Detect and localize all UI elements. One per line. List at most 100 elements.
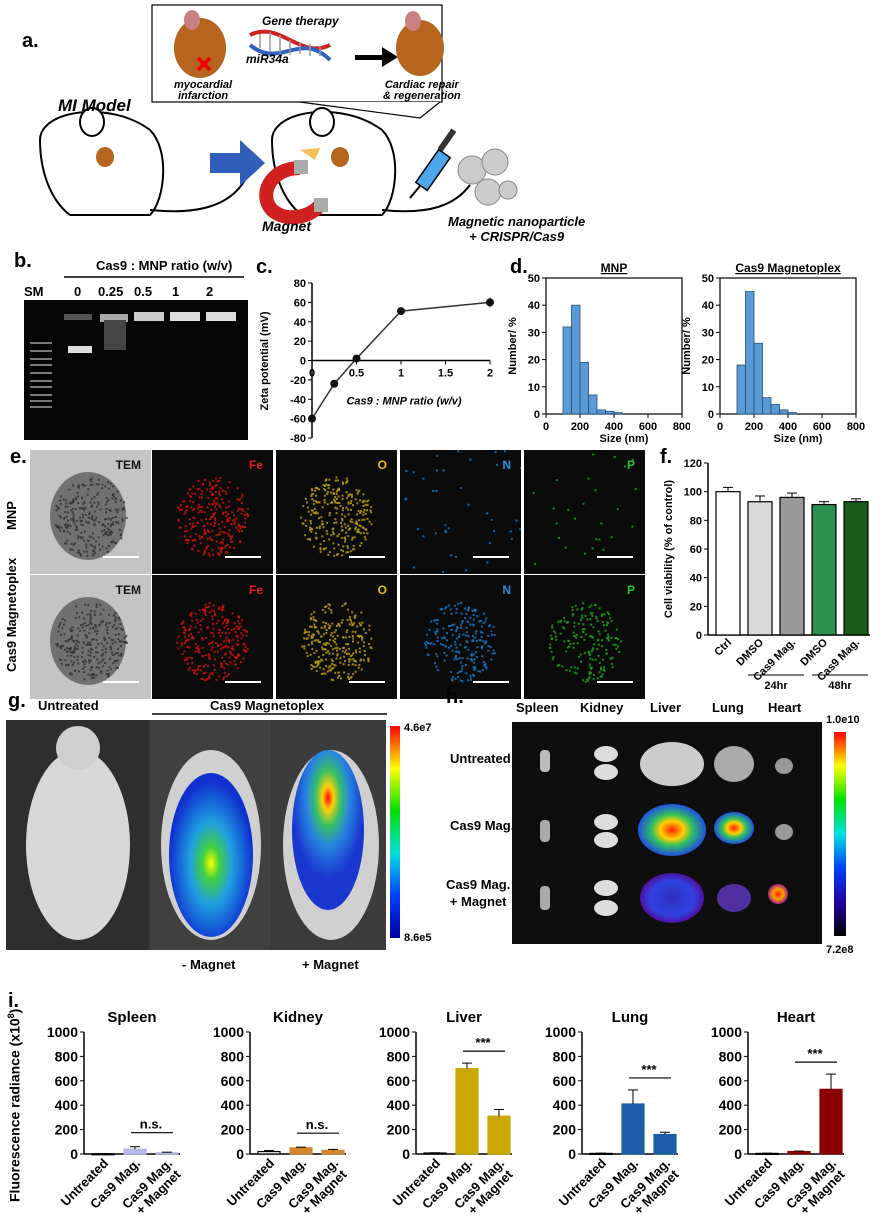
scale-bar	[597, 556, 633, 558]
d-x-tick-label: 200	[745, 421, 763, 433]
f-y-tick-label: 100	[684, 487, 702, 499]
h-color-scale	[834, 732, 846, 936]
d-title: MNP	[601, 261, 628, 275]
f-bar	[715, 491, 741, 636]
f-y-tick-label: 60	[690, 544, 702, 556]
mi-model-label: MI Model	[58, 96, 131, 115]
i-bar	[819, 1088, 843, 1155]
eds-tile-fe: Fe	[152, 450, 273, 574]
i-bar	[487, 1115, 511, 1155]
f-y-tick-label: 40	[690, 573, 702, 585]
gel-lane-label: 1	[172, 284, 180, 299]
g-header-line	[152, 713, 387, 715]
d-x-tick-label: 600	[639, 421, 657, 433]
i-sig-label: n.s.	[140, 1117, 162, 1132]
eds-channel-label: N	[502, 583, 511, 597]
c-y-tick-label: 20	[294, 336, 306, 348]
i-y-tick-label: 600	[553, 1073, 577, 1089]
i-bar	[123, 1148, 147, 1155]
i-bar	[289, 1147, 313, 1155]
i-y-tick-label: 200	[719, 1122, 743, 1138]
i-chart-title: Kidney	[273, 1009, 324, 1026]
g-plus-magnet: + Magnet	[302, 957, 359, 972]
i-y-tick-label: 1000	[711, 1024, 742, 1040]
gel-lane-label: 0.5	[134, 284, 153, 299]
i-y-tick-label: 0	[402, 1146, 410, 1162]
i-sig-label: ***	[475, 1035, 491, 1050]
d-bar	[787, 412, 797, 415]
eds-tile-n: N	[400, 450, 521, 574]
d-bar	[571, 304, 581, 415]
d-bar	[736, 364, 746, 415]
i-y-tick-label: 400	[719, 1097, 743, 1113]
magnet-label: Magnet	[262, 218, 311, 234]
d-x-tick-label: 0	[717, 421, 723, 433]
i-y-tick-label: 600	[55, 1073, 79, 1089]
d-ylabel: Number/ %	[681, 317, 693, 375]
scale-bar	[349, 556, 385, 558]
h-scale-max: 1.0e10	[826, 714, 860, 726]
eds-tile-o: O	[276, 450, 397, 574]
f-group-label: 24hr	[764, 680, 788, 692]
d-x-tick-label: 400	[779, 421, 797, 433]
i-y-tick-label: 800	[55, 1048, 79, 1064]
infarct-label: myocardial infarction	[174, 79, 233, 102]
f-bar	[747, 501, 773, 636]
syringe-icon	[409, 128, 457, 199]
d-bar	[613, 412, 623, 415]
d-y-tick-label: 50	[702, 273, 714, 285]
d-x-tick-label: 0	[543, 421, 549, 433]
i-y-tick-label: 200	[221, 1122, 245, 1138]
d-y-tick-label: 30	[528, 327, 540, 339]
i-y-tick-label: 800	[553, 1048, 577, 1064]
d-xlabel: Size (nm)	[774, 433, 823, 445]
h-organ-label: Spleen	[516, 700, 559, 715]
c-y-tick-label: -80	[290, 433, 306, 445]
gel-header: Cas9 : MNP ratio (w/v)	[96, 258, 233, 273]
f-y-tick-label: 120	[684, 458, 702, 470]
c-y-tick-label: 0	[300, 356, 306, 368]
h-organ-label: Kidney	[580, 700, 624, 715]
c-y-tick-label: -40	[290, 394, 306, 406]
panel-label-d: d.	[510, 256, 528, 278]
g-color-scale	[390, 726, 400, 938]
f-group-label: 48hr	[828, 680, 852, 692]
d-y-tick-label: 0	[708, 409, 714, 421]
i-y-tick-label: 0	[568, 1146, 576, 1162]
i-ylabel: Fluorescence radiance (x108)	[6, 1008, 23, 1202]
eds-channel-label: Fe	[248, 583, 263, 597]
scale-bar	[473, 556, 509, 558]
f-y-tick-label: 20	[690, 601, 702, 613]
nanoparticle-icon	[457, 148, 518, 206]
d-bar	[779, 409, 789, 415]
eds-tile-tem: TEM	[30, 575, 151, 699]
i-y-tick-label: 800	[221, 1048, 245, 1064]
i-bar	[257, 1150, 281, 1155]
ivis-organ-image	[512, 722, 822, 944]
c-y-tick-label: 60	[294, 297, 306, 309]
d-y-tick-label: 50	[528, 273, 540, 285]
d-x-tick-label: 400	[605, 421, 623, 433]
c-y-tick-label: -20	[290, 375, 306, 387]
scale-bar	[225, 556, 261, 558]
infarct-heart-icon	[174, 10, 226, 78]
dna-helix-icon	[248, 29, 332, 62]
e-row-label-mnp: MNP	[4, 501, 19, 530]
i-sig-label: n.s.	[306, 1117, 328, 1132]
d-bar	[770, 404, 780, 415]
ivis-whole-body-image	[6, 720, 386, 950]
d-bar	[579, 361, 589, 415]
c-x-tick-label: 1	[398, 368, 404, 380]
c-xlabel: Cas9 : MNP ratio (w/v)	[346, 396, 461, 408]
i-bar	[321, 1149, 345, 1155]
eds-channel-label: P	[626, 583, 635, 597]
scale-bar	[103, 556, 139, 558]
e-row-label-magnetoplex: Cas9 Magnetoplex	[4, 557, 19, 672]
i-y-tick-label: 800	[719, 1048, 743, 1064]
mir34a-label: miR34a	[246, 52, 289, 66]
d-y-tick-label: 30	[702, 327, 714, 339]
g-minus-magnet: - Magnet	[182, 957, 236, 972]
d-bar	[762, 397, 772, 415]
i-y-tick-label: 600	[719, 1073, 743, 1089]
f-ylabel: Cell viability (% of control)	[663, 480, 675, 618]
